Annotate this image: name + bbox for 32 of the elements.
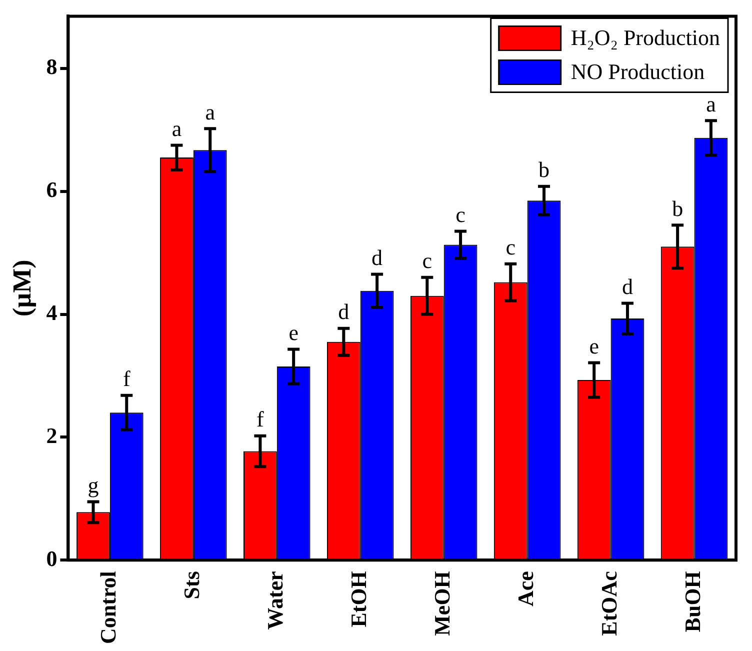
x-tick-label: EtOH	[346, 571, 372, 628]
annotation: d	[372, 245, 383, 270]
y-tick-label: 4	[46, 300, 58, 325]
x-tick-label: Ace	[513, 570, 538, 606]
y-tick-label: 0	[46, 546, 58, 571]
x-tick-label: Sts	[179, 570, 204, 600]
annotation: a	[205, 99, 216, 124]
annotation: b	[538, 157, 550, 182]
annotation: f	[122, 366, 131, 392]
annotation: e	[589, 334, 599, 359]
annotation: e	[288, 320, 298, 346]
annotation: g	[88, 472, 99, 498]
annotation: a	[172, 116, 182, 142]
legend-label: NO Production	[570, 58, 705, 84]
x-tick-label: Control	[96, 571, 121, 644]
annotation: c	[422, 248, 432, 274]
annotation: f	[256, 406, 265, 432]
legend-label: H₂O₂ Production	[570, 24, 720, 50]
x-tick-label: MeOH	[430, 571, 455, 636]
annotation: d	[338, 299, 350, 324]
y-tick-label: 6	[46, 177, 58, 202]
annotation: d	[622, 274, 633, 299]
x-tick-label: EtOAc	[596, 570, 622, 636]
annotation: c	[506, 234, 516, 260]
annotation: c	[456, 202, 466, 228]
y-tick-label: 8	[46, 54, 58, 80]
annotation: b	[672, 196, 684, 221]
x-tick-label: Water	[262, 570, 288, 630]
x-tick-label: BuOH	[680, 571, 705, 632]
y-tick-label: 2	[46, 422, 58, 448]
annotation: a	[706, 91, 716, 116]
y-axis-title: (µM)	[7, 260, 36, 317]
